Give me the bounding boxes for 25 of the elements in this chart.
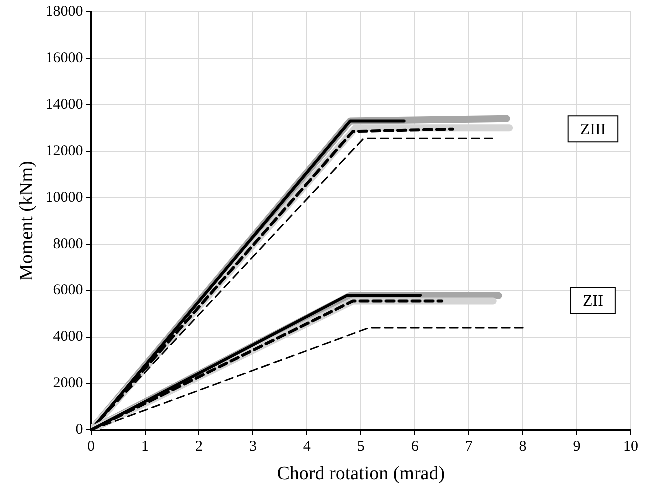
x-tick-label: 6 bbox=[411, 439, 420, 456]
x-tick-label: 0 bbox=[88, 439, 96, 456]
y-tick-label: 16000 bbox=[46, 50, 84, 66]
y-tick-label: 12000 bbox=[46, 143, 84, 160]
x-tick-label: 7 bbox=[465, 439, 474, 456]
x-tick-label: 5 bbox=[357, 439, 365, 456]
x-tick-label: 4 bbox=[303, 439, 312, 456]
x-tick-label: 10 bbox=[624, 439, 638, 456]
y-tick-label: 4000 bbox=[53, 329, 84, 346]
x-tick-label: 8 bbox=[519, 439, 527, 456]
y-tick-label: 0 bbox=[76, 422, 84, 438]
x-tick-label: 3 bbox=[249, 439, 257, 456]
x-tick-label: 2 bbox=[195, 439, 203, 456]
annotation: ZIII bbox=[580, 121, 606, 138]
annotation: ZII bbox=[583, 292, 604, 310]
y-tick-label: 10000 bbox=[46, 190, 84, 206]
y-tick-label: 14000 bbox=[46, 96, 84, 113]
y-tick-label: 8000 bbox=[53, 236, 84, 252]
x-axis-title: Chord rotation (mrad) bbox=[277, 464, 446, 485]
y-tick-label: 2000 bbox=[53, 376, 84, 392]
y-tick-label: 6000 bbox=[53, 282, 84, 299]
x-tick-label: 1 bbox=[142, 439, 150, 456]
x-tick-label: 9 bbox=[573, 439, 581, 456]
y-tick-label: 18000 bbox=[46, 4, 84, 20]
y-axis-title: Moment (kNm) bbox=[16, 161, 38, 281]
